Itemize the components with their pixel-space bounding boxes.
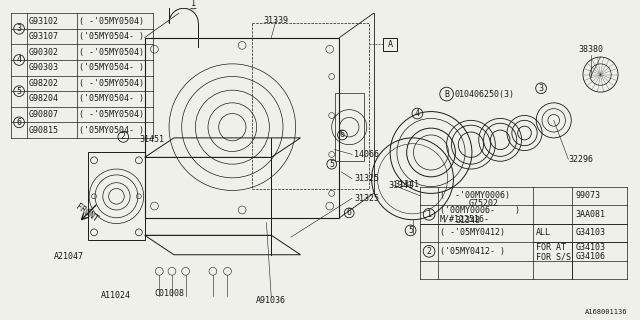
Text: ( -'05MY0504): ( -'05MY0504) <box>79 17 145 26</box>
Text: ('05MY0412- ): ('05MY0412- ) <box>440 247 505 256</box>
Text: ( -'05MY0412): ( -'05MY0412) <box>440 228 505 237</box>
Text: ('00MY0006-    ): ('00MY0006- ) <box>440 206 520 215</box>
Text: 5: 5 <box>408 226 413 235</box>
Text: 3: 3 <box>17 24 22 33</box>
Text: ('05MY0504- ): ('05MY0504- ) <box>79 32 145 41</box>
Text: G34103: G34103 <box>575 228 605 237</box>
Text: 6: 6 <box>17 118 22 127</box>
Text: ('05MY0504- ): ('05MY0504- ) <box>79 63 145 72</box>
Text: 99073: 99073 <box>575 191 600 200</box>
Text: FOR S/S: FOR S/S <box>536 252 572 261</box>
Text: M/#122516-: M/#122516- <box>440 214 490 223</box>
Text: A: A <box>388 40 392 49</box>
Text: G93102: G93102 <box>29 17 59 26</box>
Text: A91036: A91036 <box>256 296 286 305</box>
Text: 2: 2 <box>121 132 126 141</box>
Text: 31341: 31341 <box>394 180 419 189</box>
Text: 3AA081: 3AA081 <box>575 210 605 219</box>
Text: G98202: G98202 <box>29 79 59 88</box>
Bar <box>252 23 369 188</box>
Text: G90302: G90302 <box>29 48 59 57</box>
Text: 1: 1 <box>191 0 196 8</box>
Text: 38380: 38380 <box>579 45 604 54</box>
Text: B: B <box>444 90 449 99</box>
Text: 4: 4 <box>415 109 420 118</box>
Text: ALL: ALL <box>536 228 551 237</box>
Text: A21047: A21047 <box>54 252 84 261</box>
Bar <box>383 37 397 51</box>
Text: G90815: G90815 <box>29 125 59 135</box>
Text: G34103: G34103 <box>575 243 605 252</box>
Text: 1: 1 <box>427 210 431 219</box>
Text: 3: 3 <box>539 84 543 93</box>
Text: 5: 5 <box>17 87 22 96</box>
Text: A168001136: A168001136 <box>585 309 628 315</box>
Text: 5: 5 <box>329 160 334 169</box>
Text: ('05MY0504- ): ('05MY0504- ) <box>79 125 145 135</box>
Text: C01008: C01008 <box>154 289 184 298</box>
Text: G90303: G90303 <box>29 63 59 72</box>
Text: G34106: G34106 <box>575 252 605 261</box>
Text: 31325: 31325 <box>354 174 379 183</box>
Text: 32296: 32296 <box>568 155 593 164</box>
Text: ('05MY0504- ): ('05MY0504- ) <box>79 94 145 103</box>
Text: 2: 2 <box>427 247 431 256</box>
Text: 31339: 31339 <box>264 16 289 25</box>
Text: FRONT: FRONT <box>74 202 99 224</box>
Text: 14066: 14066 <box>354 150 379 159</box>
Text: G75202: G75202 <box>468 199 499 208</box>
Text: 31348: 31348 <box>456 216 481 225</box>
Text: G93107: G93107 <box>29 32 59 41</box>
Text: 6: 6 <box>347 208 352 217</box>
Text: 31325: 31325 <box>354 194 379 203</box>
Text: ( -'05MY0504): ( -'05MY0504) <box>79 110 145 119</box>
Text: 31451: 31451 <box>140 135 165 144</box>
Text: 4: 4 <box>17 55 22 64</box>
Text: ( -'05MY0504): ( -'05MY0504) <box>79 48 145 57</box>
Text: ( -'05MY0504): ( -'05MY0504) <box>79 79 145 88</box>
Text: G98204: G98204 <box>29 94 59 103</box>
Text: G90807: G90807 <box>29 110 59 119</box>
Bar <box>88 153 145 240</box>
Text: 010406250(3): 010406250(3) <box>454 90 515 99</box>
Text: (  -'00MY0006): ( -'00MY0006) <box>440 191 510 200</box>
Text: FOR AT: FOR AT <box>536 243 566 252</box>
Text: 6: 6 <box>340 131 345 140</box>
Text: A11024: A11024 <box>100 291 131 300</box>
Bar <box>335 93 364 161</box>
Text: 31341: 31341 <box>388 181 413 190</box>
